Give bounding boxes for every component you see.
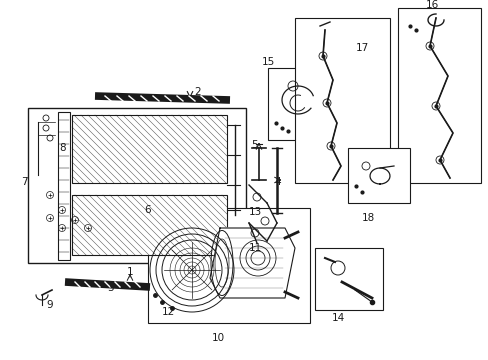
Text: 3: 3 xyxy=(106,283,113,293)
Text: 6: 6 xyxy=(144,205,151,215)
Bar xyxy=(58,112,70,260)
Text: 9: 9 xyxy=(46,300,53,310)
Text: 13: 13 xyxy=(248,207,261,217)
Text: 1: 1 xyxy=(126,267,133,277)
Bar xyxy=(28,108,245,263)
Text: 14: 14 xyxy=(331,313,344,323)
Bar xyxy=(294,18,389,183)
Bar xyxy=(72,195,226,255)
Text: 17: 17 xyxy=(355,43,368,53)
Text: 7: 7 xyxy=(20,177,27,187)
Text: 12: 12 xyxy=(161,307,174,317)
Text: 18: 18 xyxy=(361,213,374,223)
Bar xyxy=(347,148,409,203)
Text: 15: 15 xyxy=(261,57,274,67)
Text: 10: 10 xyxy=(211,333,224,343)
Text: 11: 11 xyxy=(248,243,261,253)
Text: 2: 2 xyxy=(194,87,201,97)
Bar xyxy=(397,8,480,183)
Bar xyxy=(148,208,309,323)
Text: 5: 5 xyxy=(251,140,258,150)
Bar xyxy=(314,248,382,310)
Bar xyxy=(72,115,226,183)
Text: 4: 4 xyxy=(274,177,281,187)
Polygon shape xyxy=(209,228,294,298)
Text: 8: 8 xyxy=(60,143,66,153)
Text: 16: 16 xyxy=(425,0,438,10)
Bar xyxy=(267,68,339,140)
